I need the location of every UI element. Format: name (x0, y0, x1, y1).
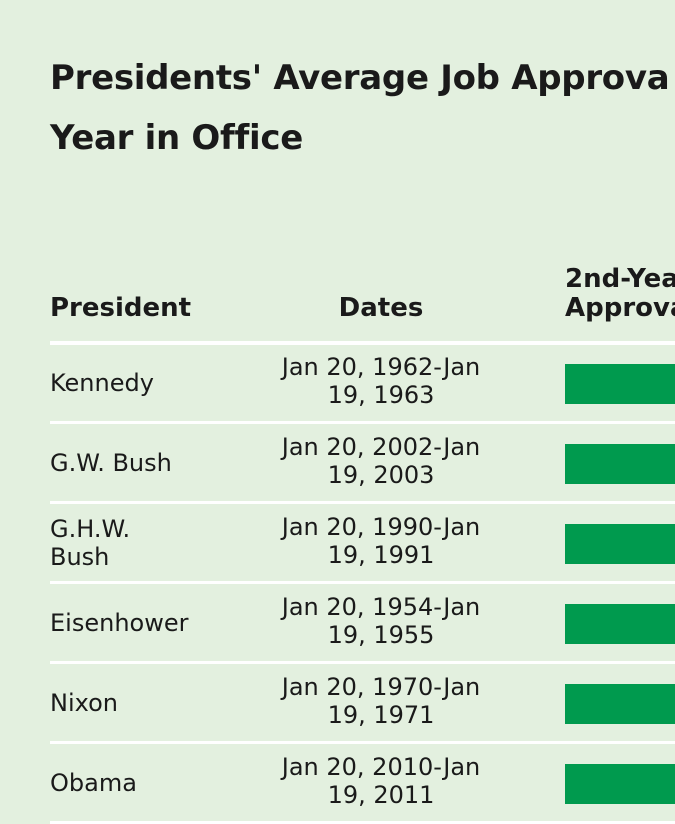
president-name: Obama (50, 769, 137, 797)
column-header: Dates (338, 293, 424, 323)
row-divider (50, 421, 675, 424)
title-line: Presidents' Average Job Approva (50, 58, 670, 98)
dates: Jan 20, 2010-Jan 19, 2011 (281, 753, 481, 809)
page: Presidents' Average Job Approva Year in O… (50, 58, 675, 824)
president-name: Kennedy (50, 369, 154, 397)
approval-bar (565, 764, 675, 804)
president-name: Eisenhower (50, 609, 189, 637)
dates: Jan 20, 2002-Jan 19, 2003 (281, 433, 481, 489)
approval-bar (565, 684, 675, 724)
president-name: G.W. Bush (50, 449, 172, 477)
dates: Jan 20, 1990-Jan 19, 1991 (281, 513, 481, 569)
approval-bar (565, 524, 675, 564)
approval-bar (565, 364, 675, 404)
approval-bar (565, 444, 675, 484)
header-divider (50, 341, 675, 345)
row-divider (50, 581, 675, 584)
row-divider (50, 501, 675, 504)
row-divider (50, 741, 675, 744)
title-line: Year in Office (50, 118, 303, 158)
row-divider (50, 661, 675, 664)
dates: Jan 20, 1970-Jan 19, 1971 (281, 673, 481, 729)
president-name: G.H.W. Bush (50, 515, 131, 571)
president-name: Nixon (50, 689, 118, 717)
column-header: 2nd-Yea Approva (565, 264, 675, 323)
dates: Jan 20, 1954-Jan 19, 1955 (281, 593, 481, 649)
column-header: President (50, 293, 192, 323)
dates: Jan 20, 1962-Jan 19, 1963 (281, 353, 481, 409)
approval-bar (565, 604, 675, 644)
